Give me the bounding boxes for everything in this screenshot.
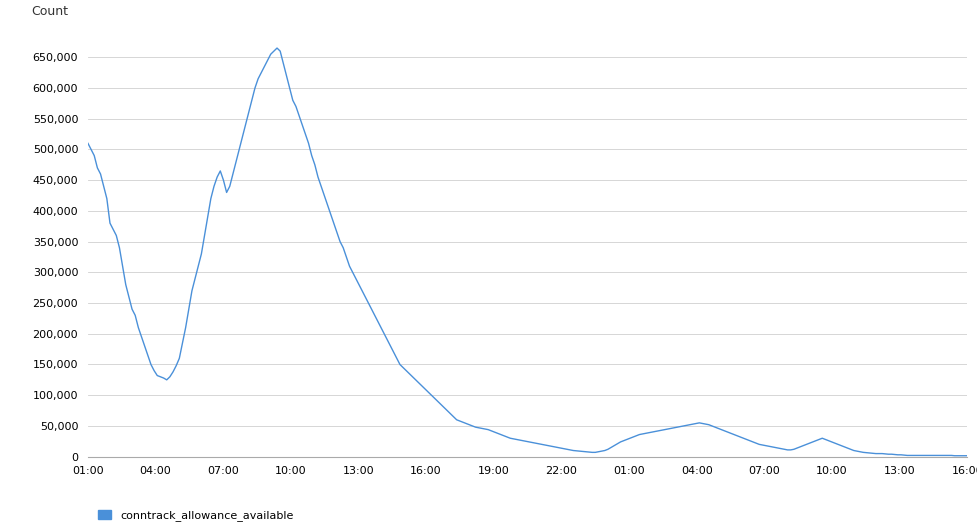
Legend: conntrack_allowance_available: conntrack_allowance_available — [94, 505, 298, 526]
Text: Count: Count — [30, 5, 67, 18]
